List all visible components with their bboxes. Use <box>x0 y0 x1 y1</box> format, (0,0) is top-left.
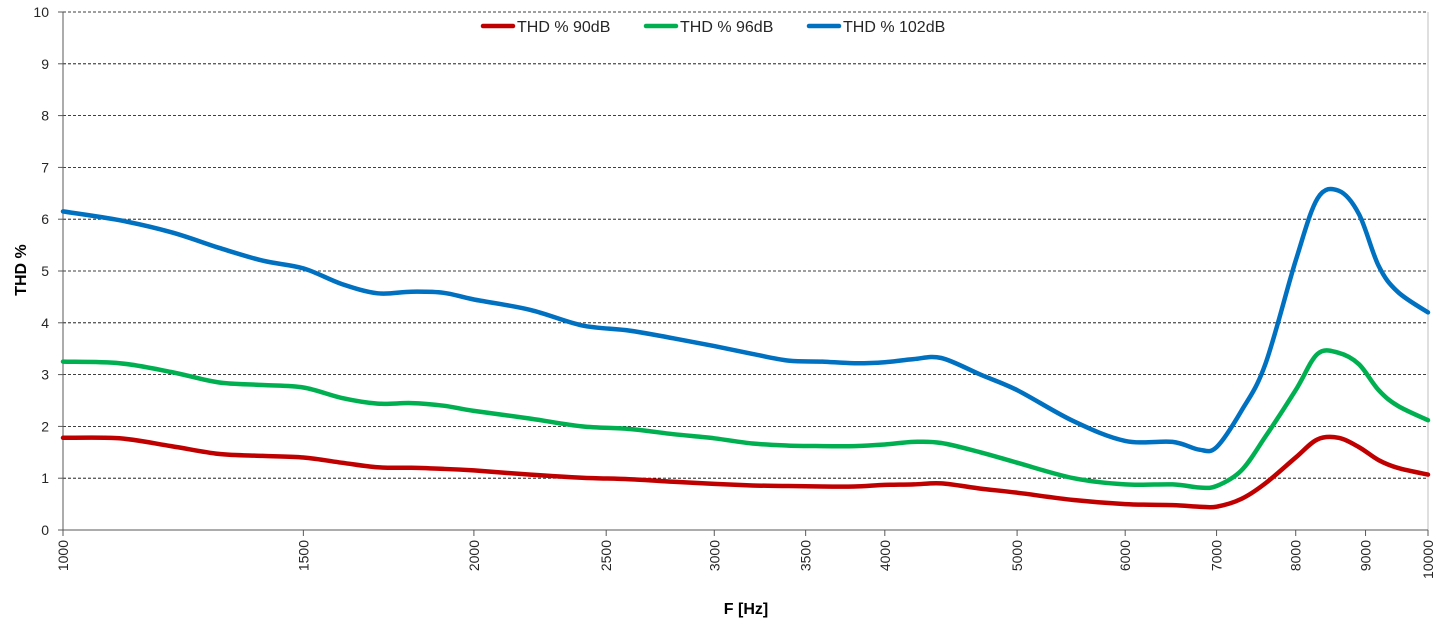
x-axis-title: F [Hz] <box>724 601 768 618</box>
y-tick-label: 10 <box>33 4 49 20</box>
y-tick-label: 0 <box>41 522 49 538</box>
legend-label-3: THD % 102dB <box>843 19 945 36</box>
y-tick-label: 4 <box>41 315 49 331</box>
series-line-2 <box>60 348 1431 491</box>
grid-layer <box>63 11 1428 479</box>
series-layer <box>60 186 1431 510</box>
x-tick-label: 3500 <box>798 540 814 571</box>
series-line-1 <box>60 434 1431 510</box>
axis-layer: 0 1 2 3 4 5 6 7 8 9 10 1000 1500 2000 2500 3000 3500 4000… <box>33 4 1436 579</box>
legend: THD % 90dB THD % 96dB THD % 102dB <box>480 19 945 36</box>
x-tick-label: 9000 <box>1358 540 1374 571</box>
x-tick-label: 2000 <box>466 540 482 571</box>
x-tick-label: 1500 <box>295 540 311 571</box>
series-line-3 <box>60 186 1431 454</box>
x-tick-label: 6000 <box>1117 540 1133 571</box>
x-tick-label: 10000 <box>1420 540 1436 579</box>
y-tick-label: 6 <box>41 211 49 227</box>
legend-label-2: THD % 96dB <box>680 19 773 36</box>
y-tick-label: 9 <box>41 56 49 72</box>
y-tick-label: 3 <box>41 367 49 383</box>
y-axis-title: THD % <box>13 244 30 296</box>
x-tick-label: 3000 <box>706 540 722 571</box>
x-tick-label: 4000 <box>877 540 893 571</box>
x-tick-label: 5000 <box>1009 540 1025 571</box>
legend-label-1: THD % 90dB <box>517 19 610 36</box>
y-tick-label: 5 <box>41 263 49 279</box>
x-tick-label: 7000 <box>1209 540 1225 571</box>
y-tick-label: 1 <box>41 470 49 486</box>
x-tick-label: 2500 <box>598 540 614 571</box>
x-tick-label: 8000 <box>1288 540 1304 571</box>
x-tick-label: 1000 <box>55 540 71 571</box>
y-tick-label: 8 <box>41 108 49 124</box>
y-tick-label: 2 <box>41 418 49 434</box>
y-tick-label: 7 <box>41 159 49 175</box>
